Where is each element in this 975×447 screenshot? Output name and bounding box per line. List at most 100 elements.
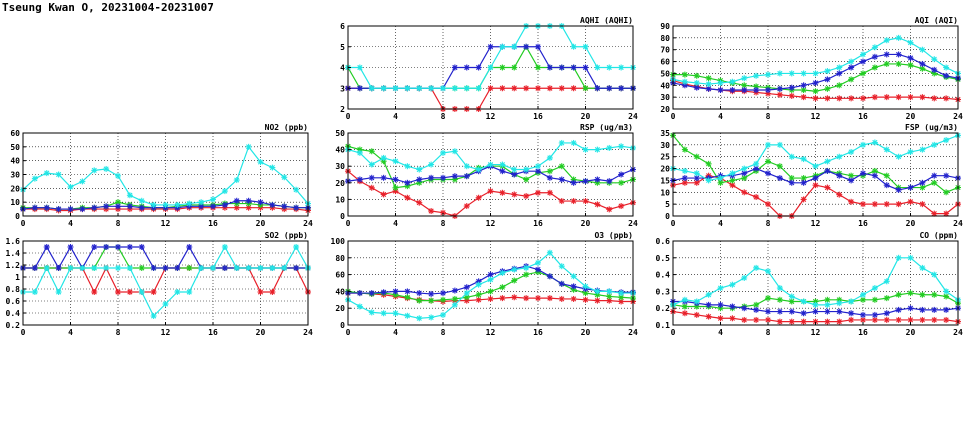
data-point (776, 70, 783, 77)
data-point (570, 85, 577, 92)
data-point (765, 158, 771, 165)
data-point (753, 72, 760, 79)
data-point (487, 161, 494, 168)
data-point (198, 199, 205, 206)
y-tick-label: 80 (660, 34, 670, 43)
data-point (788, 308, 795, 315)
data-point (138, 289, 145, 295)
x-tick-label: 12 (811, 328, 821, 337)
data-point (812, 88, 819, 95)
data-point (475, 194, 482, 201)
data-point (523, 85, 530, 92)
y-tick-label: 20 (10, 184, 20, 193)
data-point (233, 177, 240, 184)
data-point (126, 203, 133, 210)
y-tick-label: 30 (660, 93, 670, 102)
data-point (281, 265, 288, 271)
x-tick-label: 8 (441, 219, 446, 228)
data-point (535, 64, 541, 71)
x-tick-label: 16 (533, 219, 543, 228)
data-point (871, 296, 878, 303)
y-tick-label: 4 (340, 64, 345, 73)
y-tick-label: 0.2 (656, 304, 671, 313)
data-point (570, 64, 577, 71)
data-point (919, 201, 926, 208)
x-tick-label: 8 (766, 219, 771, 228)
data-point (895, 34, 902, 41)
data-point (440, 85, 446, 92)
data-point (269, 289, 276, 295)
data-point (907, 254, 914, 261)
data-point (717, 301, 724, 308)
data-point (428, 161, 435, 168)
data-point (546, 64, 553, 71)
data-point (233, 197, 240, 204)
x-tick-label: 24 (628, 219, 638, 228)
data-point (487, 295, 494, 302)
data-point (788, 153, 795, 160)
data-point (257, 289, 264, 295)
data-point (475, 296, 482, 303)
x-tick-label: 12 (161, 328, 171, 337)
data-point (741, 316, 748, 323)
data-point (606, 64, 613, 71)
x-tick-label: 20 (581, 219, 591, 228)
data-point (380, 174, 387, 181)
x-tick-label: 4 (68, 219, 73, 228)
data-point (558, 139, 565, 146)
data-point (871, 285, 878, 292)
data-point (871, 64, 878, 71)
data-point (594, 201, 601, 208)
data-point (860, 170, 866, 177)
data-point (741, 75, 748, 82)
data-point (800, 156, 807, 163)
data-point (895, 306, 902, 313)
x-tick-label: 4 (393, 219, 398, 228)
data-point (812, 301, 819, 308)
data-point (907, 290, 914, 297)
data-point (919, 94, 926, 101)
y-tick-label: 0.6 (656, 237, 671, 246)
y-tick-label: 35 (660, 129, 670, 138)
data-point (729, 87, 736, 94)
y-tick-label: 2 (340, 105, 345, 114)
data-point (126, 289, 133, 295)
data-point (907, 55, 914, 62)
data-point (717, 175, 724, 182)
data-point (919, 60, 926, 67)
data-point (943, 137, 950, 144)
data-point (79, 178, 86, 185)
data-point (115, 289, 121, 295)
data-point (162, 201, 169, 208)
data-point (269, 201, 276, 208)
data-point (800, 318, 807, 325)
data-point (717, 315, 724, 322)
x-tick-label: 16 (208, 328, 218, 337)
data-point (535, 189, 541, 196)
data-point (812, 308, 819, 315)
data-point (848, 177, 855, 184)
data-point (499, 189, 506, 196)
data-point (931, 172, 938, 179)
data-point (848, 58, 855, 65)
data-point (43, 244, 50, 250)
data-point (836, 300, 843, 307)
data-point (546, 189, 553, 196)
data-point (800, 70, 807, 77)
data-point (416, 85, 423, 92)
data-point (570, 295, 577, 302)
y-tick-label: 25 (660, 153, 670, 162)
data-point (43, 265, 50, 271)
x-tick-label: 0 (671, 219, 676, 228)
data-point (103, 265, 110, 271)
data-point (919, 316, 926, 323)
data-point (812, 95, 819, 102)
data-point (681, 167, 688, 174)
data-point (257, 159, 264, 166)
data-point (729, 78, 736, 85)
data-point (824, 308, 831, 315)
data-point (535, 295, 541, 302)
data-point (836, 95, 843, 102)
